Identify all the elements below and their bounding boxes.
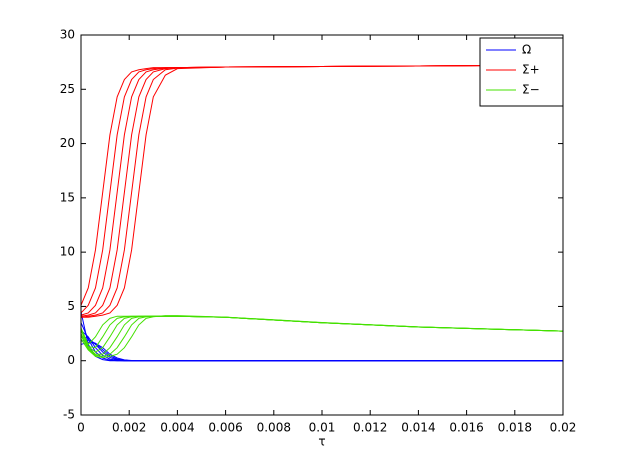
x-tick-label: 0.018 [498, 421, 532, 435]
x-tick-label: 0.014 [401, 421, 435, 435]
x-tick-label: 0.012 [353, 421, 387, 435]
y-tick-label: 25 [60, 82, 75, 96]
x-tick-label: 0.02 [550, 421, 577, 435]
y-tick-label: -5 [63, 408, 75, 422]
legend-label: Ω [522, 43, 531, 57]
x-tick-label: 0.008 [257, 421, 291, 435]
x-tick-label: 0.004 [160, 421, 194, 435]
y-tick-label: 10 [60, 245, 75, 259]
series-line [80, 315, 564, 358]
y-tick-label: 5 [67, 299, 75, 313]
y-tick-label: 0 [67, 353, 75, 367]
x-tick-label: 0.016 [449, 421, 483, 435]
y-tick-label: 20 [60, 136, 75, 150]
y-tick-label: 15 [60, 190, 75, 204]
x-tick-label: 0 [77, 421, 85, 435]
legend-box [479, 37, 564, 107]
x-tick-label: 0.002 [112, 421, 146, 435]
x-tick-label: 0.006 [208, 421, 242, 435]
x-axis-label: τ [318, 435, 325, 449]
legend-label: Σ+ [522, 63, 540, 77]
x-tick-label: 0.01 [309, 421, 336, 435]
legend-label: Σ− [522, 83, 540, 97]
series-line [80, 341, 563, 362]
axes-box [80, 34, 564, 416]
y-tick-label: 30 [60, 28, 75, 42]
series-line [81, 64, 563, 318]
